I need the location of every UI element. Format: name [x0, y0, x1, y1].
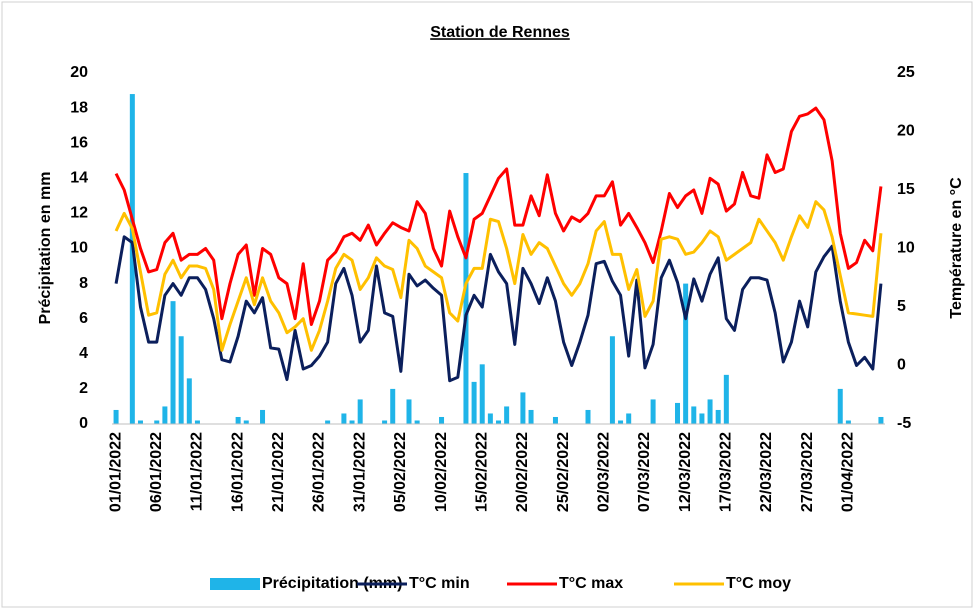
bar: [357, 399, 363, 424]
bar: [406, 399, 412, 424]
line-series: [114, 106, 883, 327]
legend-swatch: [210, 578, 260, 590]
bar: [552, 416, 558, 424]
bar: [878, 416, 884, 424]
line-series: [114, 235, 883, 383]
bar: [243, 420, 249, 424]
bar: [585, 409, 591, 424]
bar: [520, 392, 526, 424]
bar: [845, 420, 851, 424]
x-tick-label: 21/01/2022: [270, 432, 287, 512]
y-tick-label: 10: [70, 240, 88, 257]
x-tick-label: 27/03/2022: [799, 432, 816, 512]
x-tick-label: 25/02/2022: [555, 432, 572, 512]
x-tick-label: 12/03/2022: [677, 432, 694, 512]
y2-tick-label: 0: [897, 357, 906, 374]
x-tick-label: 11/01/2022: [189, 432, 206, 511]
bar: [528, 409, 534, 424]
y-tick-label: 18: [70, 99, 88, 116]
bar: [178, 336, 184, 424]
bar: [504, 406, 510, 424]
y2-axis-title: Température en °C: [948, 177, 965, 319]
bar: [715, 409, 721, 424]
bar: [162, 406, 168, 424]
bar: [650, 399, 656, 424]
bar: [260, 409, 266, 424]
x-tick-label: 22/03/2022: [758, 432, 775, 512]
bar: [170, 301, 176, 424]
line-series: [114, 200, 883, 352]
x-tick-label: 06/01/2022: [148, 432, 165, 512]
bar: [675, 402, 681, 424]
legend-label: Précipitation (mm): [262, 575, 402, 592]
x-tick-label: 17/03/2022: [718, 432, 735, 512]
bar: [325, 420, 331, 424]
y-tick-label: 12: [70, 205, 88, 222]
y2-tick-label: 5: [897, 298, 906, 315]
chart-title: Station de Rennes: [430, 24, 570, 41]
y-tick-label: 0: [79, 415, 88, 432]
y2-tick-label: -5: [897, 415, 911, 432]
bar: [609, 336, 615, 424]
x-tick-label: 15/02/2022: [473, 432, 490, 512]
y-tick-label: 6: [79, 310, 88, 327]
y-tick-label: 4: [79, 345, 88, 362]
bar: [154, 420, 160, 424]
x-tick-label: 31/01/2022: [351, 432, 368, 512]
bar: [707, 399, 713, 424]
bar: [626, 413, 632, 424]
y2-tick-label: 25: [897, 64, 915, 81]
x-tick-label: 05/02/2022: [392, 432, 409, 512]
bar: [382, 420, 388, 424]
x-tick-label: 01/01/2022: [107, 432, 124, 512]
bar: [390, 388, 396, 424]
y-axis-title: Précipitation en mm: [37, 172, 54, 325]
y-tick-label: 8: [79, 275, 88, 292]
bar: [349, 420, 355, 424]
bar: [463, 173, 469, 424]
bar: [341, 413, 347, 424]
bar: [194, 420, 200, 424]
x-tick-label: 10/02/2022: [433, 432, 450, 512]
bar: [618, 420, 624, 424]
x-tick-label: 07/03/2022: [636, 432, 653, 512]
bar: [683, 283, 689, 424]
bar: [471, 381, 477, 424]
bar: [487, 413, 493, 424]
x-tick-label: 26/01/2022: [311, 432, 328, 512]
bar: [496, 420, 501, 424]
bar: [129, 94, 135, 424]
bar: [479, 364, 485, 424]
legend-label: T°C moy: [726, 575, 791, 592]
y2-tick-label: 15: [897, 181, 915, 198]
bar: [439, 416, 445, 424]
y-tick-label: 2: [79, 380, 88, 397]
bar: [837, 388, 843, 424]
bar: [235, 416, 241, 424]
bar: [186, 378, 192, 424]
x-tick-label: 02/03/2022: [595, 432, 612, 512]
y2-tick-label: 20: [897, 123, 915, 140]
bar: [137, 420, 143, 424]
y-tick-label: 16: [70, 134, 88, 151]
x-tick-label: 16/01/2022: [229, 432, 246, 512]
y-tick-label: 20: [70, 64, 88, 81]
legend-label: T°C min: [409, 575, 470, 592]
bar: [414, 420, 420, 424]
x-tick-label: 20/02/2022: [514, 432, 531, 512]
y2-tick-label: 10: [897, 240, 915, 257]
bar: [691, 406, 697, 424]
y-tick-label: 14: [70, 170, 88, 187]
bar: [113, 409, 119, 424]
bar: [699, 413, 705, 424]
legend-label: T°C max: [559, 575, 623, 592]
bar: [723, 374, 729, 424]
x-tick-label: 01/04/2022: [840, 432, 857, 512]
